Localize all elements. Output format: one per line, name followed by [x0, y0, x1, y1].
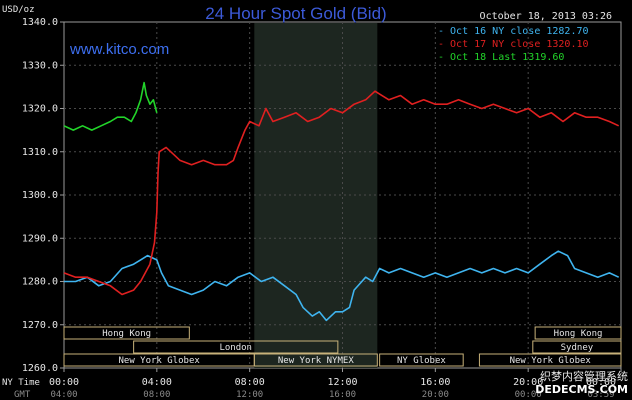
trading-sessions: Hong Kong Hong Kong London Sydney New York G…: [63, 326, 622, 367]
price-series: [63, 81, 620, 322]
y-tick-label: 1270.0: [22, 320, 58, 331]
x-tick-label-ny: 12:00: [327, 377, 357, 388]
x-tick-label-ny: 00:00: [586, 377, 616, 388]
site-watermark: 织梦内容管理系统 DEDECMS.COM: [535, 370, 628, 396]
x-tick-label-ny: 04:00: [142, 377, 172, 388]
x-axis-row-label-ny: NY Time: [2, 378, 40, 388]
y-tick-label: 1260.0: [22, 363, 58, 374]
x-tick-label-gmt: 00:00: [515, 390, 542, 400]
x-tick-label-gmt: 03:59: [587, 390, 614, 400]
legend: - Oct 16 NY close 1282.70 - Oct 17 NY clo…: [438, 26, 589, 63]
y-tick-label: 1310.0: [22, 147, 58, 158]
series-line-2: [63, 81, 158, 131]
session-label: Hong Kong: [554, 329, 603, 339]
session-bar: [63, 326, 190, 340]
session-bar: [478, 353, 622, 367]
x-tick-label-gmt: 12:00: [236, 390, 263, 400]
session-bar: [532, 340, 622, 354]
y-axis-ticks: 1340.0 1330.0 1320.0 1310.0 1300.0 1290.0 1280…: [22, 17, 64, 374]
x-axis-ticks: 00:00 04:00 04:00 08:00 08:00 12:00 12:00 16:00…: [49, 368, 622, 400]
legend-entry: - Oct 17 NY close 1320.10: [438, 39, 589, 50]
session-bar: [379, 353, 464, 367]
x-axis-row-label-gmt: GMT: [14, 390, 31, 400]
website-link[interactable]: www.kitco.com: [69, 41, 169, 58]
session-bar: [133, 340, 339, 354]
series-line-1: [63, 90, 620, 296]
session-label: NY Globex: [397, 356, 446, 366]
session-label: New York NYMEX: [278, 356, 354, 366]
session-bar: [253, 353, 378, 367]
watermark-cn-text: 织梦内容管理系统: [540, 370, 628, 383]
y-tick-label: 1300.0: [22, 190, 58, 201]
x-tick-label-ny: 20:00: [513, 377, 543, 388]
session-label: Hong Kong: [102, 329, 151, 339]
y-tick-label: 1290.0: [22, 233, 58, 244]
timestamp: October 18, 2013 03:26: [480, 11, 612, 22]
x-tick-label-gmt: 04:00: [50, 390, 77, 400]
legend-entry: - Oct 18 Last 1319.60: [438, 52, 564, 63]
session-label: Sydney: [561, 343, 594, 353]
watermark-domain-text: DEDECMS.COM: [535, 383, 628, 396]
x-tick-label-gmt: 16:00: [329, 390, 356, 400]
y-tick-label: 1280.0: [22, 277, 58, 288]
x-tick-label-ny: 16:00: [420, 377, 450, 388]
y-tick-label: 1320.0: [22, 104, 58, 115]
legend-entry: - Oct 16 NY close 1282.70: [438, 26, 589, 37]
y-tick-label: 1340.0: [22, 17, 58, 28]
session-label: London: [219, 343, 252, 353]
session-label: New York Globex: [510, 356, 592, 366]
chart-title: 24 Hour Spot Gold (Bid): [205, 4, 386, 23]
x-tick-label-gmt: 08:00: [143, 390, 170, 400]
y-unit-label: USD/oz: [2, 5, 35, 15]
x-tick-label-ny: 00:00: [49, 377, 79, 388]
x-tick-label-gmt: 20:00: [422, 390, 449, 400]
session-label: New York Globex: [119, 356, 201, 366]
x-tick-label-ny: 08:00: [235, 377, 265, 388]
session-bar: [534, 326, 622, 340]
series-line-0: [64, 250, 620, 322]
y-tick-label: 1330.0: [22, 60, 58, 71]
